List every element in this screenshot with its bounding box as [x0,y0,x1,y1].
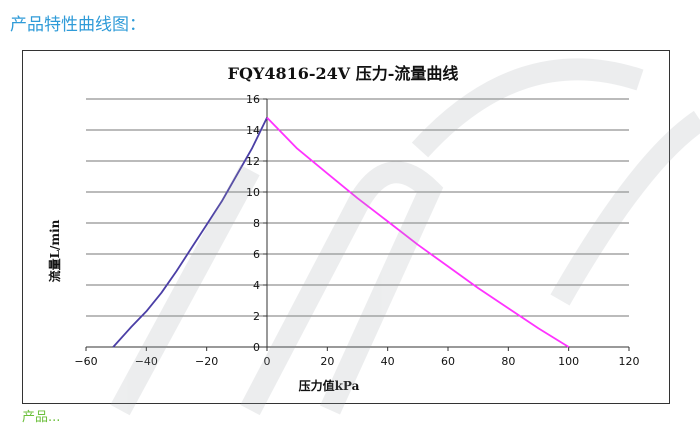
y-axis-label: 流量L/min [47,219,62,282]
series-line-1 [112,117,268,348]
x-tick-label: 120 [619,355,640,368]
x-tick-label: −40 [135,355,158,368]
series-lines [112,116,570,348]
x-tick-label: 60 [441,355,455,368]
y-tick-label: 8 [253,217,260,230]
grid-lines [86,98,629,348]
x-tick-labels: −60 −40 −20 0 20 40 60 80 100 120 [74,347,640,368]
x-axis-label: 压力值kPa [299,378,360,393]
chart-title: FQY4816-24V 压力-流量曲线 [228,64,459,83]
x-tick-label: 100 [558,355,579,368]
pressure-flow-chart: FQY4816-24V 压力-流量曲线 0 2 4 6 8 10 12 14 16 −60 −40… [47,64,640,393]
y-tick-label: 14 [246,124,260,137]
y-tick-label: 16 [246,93,260,106]
series-line-2 [266,116,570,348]
x-tick-label: 0 [264,355,271,368]
x-tick-label: 40 [381,355,395,368]
y-tick-label: 4 [253,279,260,292]
y-tick-label: 2 [253,310,260,323]
x-tick-label: −60 [74,355,97,368]
y-tick-label: 10 [246,186,260,199]
x-tick-label: −20 [195,355,218,368]
x-tick-label: 20 [320,355,334,368]
y-tick-label: 0 [253,341,260,354]
section-heading: 产品特性曲线图： [10,15,146,35]
chart-frame: FQY4816-24V 压力-流量曲线 0 2 4 6 8 10 12 14 16 −60 −40… [22,50,670,404]
y-tick-label: 6 [253,248,260,261]
x-tick-label: 80 [501,355,515,368]
y-tick-labels: 0 2 4 6 8 10 12 14 16 [246,93,267,354]
y-tick-label: 12 [246,155,260,168]
